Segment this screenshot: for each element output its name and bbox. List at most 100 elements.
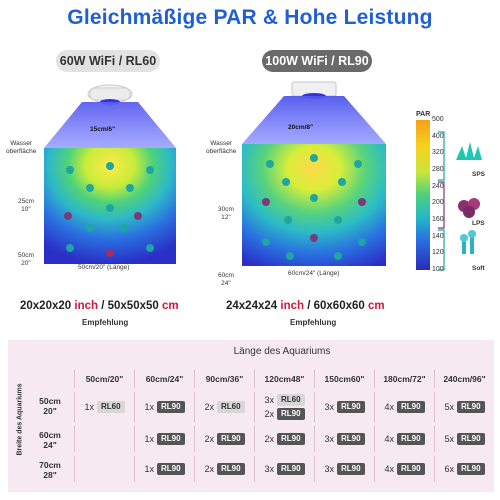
column-header: 120cm48" bbox=[254, 370, 314, 388]
par-tick-label: 140 bbox=[432, 232, 444, 240]
cell-entry: 4x RL90 bbox=[384, 433, 425, 446]
table-cell: 3x RL90 bbox=[314, 456, 374, 482]
table-cell: 2x RL90 bbox=[194, 456, 254, 482]
cell-entry: 1x RL90 bbox=[144, 401, 185, 414]
fixture-count: 2x bbox=[204, 464, 214, 474]
table-cell: 4x RL90 bbox=[374, 392, 434, 422]
cell-stack: 5x RL90 bbox=[444, 401, 485, 414]
cell-entry: 3x RL90 bbox=[324, 401, 365, 414]
table-cell: 4x RL90 bbox=[374, 456, 434, 482]
right-surface-label: Wasser oberfläche bbox=[206, 140, 237, 155]
column-header: 240cm/96" bbox=[434, 370, 494, 388]
cell-entry: 3x RL90 bbox=[324, 463, 365, 476]
right-size-text: 24x24x24 inch / 60x60x60 cm bbox=[226, 300, 385, 312]
fixture-count: 6x bbox=[444, 464, 454, 474]
cell-stack: 5x RL90 bbox=[444, 433, 485, 446]
par-tick-label: 160 bbox=[432, 216, 444, 223]
fixture-count: 2x bbox=[264, 409, 274, 419]
cell-entry: 1x RL90 bbox=[144, 433, 185, 446]
cell-stack: 4x RL90 bbox=[384, 401, 425, 414]
fixture-model-badge: RL90 bbox=[396, 463, 425, 475]
fixture-count: 2x bbox=[204, 434, 214, 444]
cell-entry: 3x RL60 bbox=[264, 394, 305, 407]
fixture-model-badge: RL90 bbox=[456, 401, 485, 413]
fixture-model-badge: RL90 bbox=[336, 401, 365, 413]
coral-label-soft: Soft bbox=[472, 265, 485, 272]
cell-entry: 3x RL90 bbox=[264, 463, 305, 476]
fixture-model-badge: RL60 bbox=[216, 401, 245, 413]
cell-stack: 2x RL60 bbox=[204, 401, 245, 414]
row-header: 60cm 24" bbox=[39, 430, 61, 450]
lps-coral-icon bbox=[458, 198, 480, 218]
fixture-model-badge: RL90 bbox=[276, 408, 305, 420]
cell-stack: 4x RL90 bbox=[384, 433, 425, 446]
fixture-count: 3x bbox=[324, 402, 334, 412]
fixture-count: 1x bbox=[144, 434, 154, 444]
fixture-model-badge: RL90 bbox=[216, 463, 245, 475]
right-tank-diagram bbox=[242, 81, 386, 266]
table-cell: 3x RL90 bbox=[314, 392, 374, 422]
par-tick-label: 240 bbox=[432, 182, 444, 190]
fixture-count: 3x bbox=[324, 464, 334, 474]
fixture-model-badge: RL90 bbox=[276, 433, 305, 445]
cell-entry: 4x RL90 bbox=[384, 401, 425, 414]
fixture-count: 3x bbox=[264, 395, 274, 405]
fixture-count: 4x bbox=[384, 464, 394, 474]
cell-stack: 2x RL90 bbox=[204, 433, 245, 446]
cell-stack: 2x RL90 bbox=[264, 433, 305, 446]
cell-entry: 5x RL90 bbox=[444, 401, 485, 414]
right-depth-60: 60cm 24" bbox=[218, 272, 234, 287]
column-header: 150cm60" bbox=[314, 370, 374, 388]
fixture-model-badge: RL60 bbox=[96, 401, 125, 413]
left-tank-diagram bbox=[44, 84, 176, 264]
coral-label-sps: SPS bbox=[472, 171, 486, 178]
right-light-distance: 20cm/8" bbox=[288, 124, 314, 131]
light-beam-right bbox=[242, 96, 386, 144]
right-bottom-label: 60cm/24" (Länge) bbox=[288, 270, 340, 277]
fixture-model-badge: RL90 bbox=[276, 463, 305, 475]
fixture-count: 1x bbox=[144, 464, 154, 474]
soft-coral-icon bbox=[460, 230, 476, 254]
light-beam-left bbox=[44, 102, 176, 148]
table-cell bbox=[74, 456, 134, 482]
table-title: Länge des Aquariums bbox=[233, 346, 331, 357]
table-cell: 2x RL90 bbox=[194, 426, 254, 452]
coral-legend-graphics bbox=[438, 131, 482, 271]
table-cell: 3x RL60 2x RL90 bbox=[254, 392, 314, 422]
table-cell: 5x RL90 bbox=[434, 426, 494, 452]
right-model-badge: 100W WiFi / RL90 bbox=[262, 50, 372, 72]
left-depth-25: 25cm 10" bbox=[18, 198, 34, 213]
page-headline: Gleichmäßige PAR & Hohe Leistung bbox=[67, 6, 433, 29]
par-tick-label: 120 bbox=[432, 249, 444, 257]
table-cell: 2x RL90 bbox=[254, 426, 314, 452]
fixture-count: 2x bbox=[264, 434, 274, 444]
column-header: 60cm/24" bbox=[134, 370, 194, 388]
table-cell: 4x RL90 bbox=[374, 426, 434, 452]
cell-stack: 3x RL90 bbox=[264, 463, 305, 476]
par-tick-label: 100 bbox=[432, 266, 444, 273]
cell-stack: 3x RL90 bbox=[324, 433, 365, 446]
cell-stack: 1x RL90 bbox=[144, 463, 185, 476]
cell-stack: 4x RL90 bbox=[384, 463, 425, 476]
table-cell: 1x RL90 bbox=[134, 392, 194, 422]
right-recommend-label: Empfehlung bbox=[290, 318, 337, 327]
par-tick-label: 280 bbox=[432, 166, 444, 173]
cell-stack: 2x RL90 bbox=[204, 463, 245, 476]
left-bottom-label: 50cm/20" (Länge) bbox=[78, 264, 130, 271]
left-size-text: 20x20x20 inch / 50x50x50 cm bbox=[20, 300, 179, 312]
row-header: 70cm 28" bbox=[39, 460, 61, 480]
cell-entry: 1x RL90 bbox=[144, 463, 185, 476]
cell-stack: 1x RL90 bbox=[144, 401, 185, 414]
fixture-model-badge: RL90 bbox=[336, 463, 365, 475]
fixture-count: 1x bbox=[84, 402, 94, 412]
fixture-count: 2x bbox=[204, 402, 214, 412]
left-surface-label: Wasser oberfläche bbox=[6, 140, 37, 155]
fixture-model-badge: RL90 bbox=[456, 433, 485, 445]
table-cell bbox=[74, 426, 134, 452]
cell-entry: 2x RL90 bbox=[264, 433, 305, 446]
cell-stack: 1x RL90 bbox=[144, 433, 185, 446]
left-depth-50: 50cm 20" bbox=[18, 252, 34, 267]
par-tick-label: 320 bbox=[432, 149, 444, 157]
table-cell: 3x RL90 bbox=[254, 456, 314, 482]
cell-stack: 3x RL60 2x RL90 bbox=[264, 394, 305, 421]
